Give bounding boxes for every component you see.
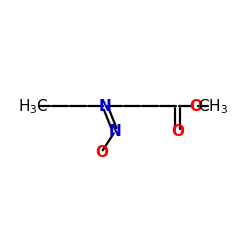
Text: H$_3$C: H$_3$C (18, 97, 48, 116)
Text: CH$_3$: CH$_3$ (198, 97, 228, 116)
Text: O: O (189, 99, 202, 114)
Text: N: N (99, 99, 112, 114)
Text: N: N (109, 124, 122, 139)
Text: O: O (171, 124, 184, 139)
Text: O: O (95, 145, 108, 160)
